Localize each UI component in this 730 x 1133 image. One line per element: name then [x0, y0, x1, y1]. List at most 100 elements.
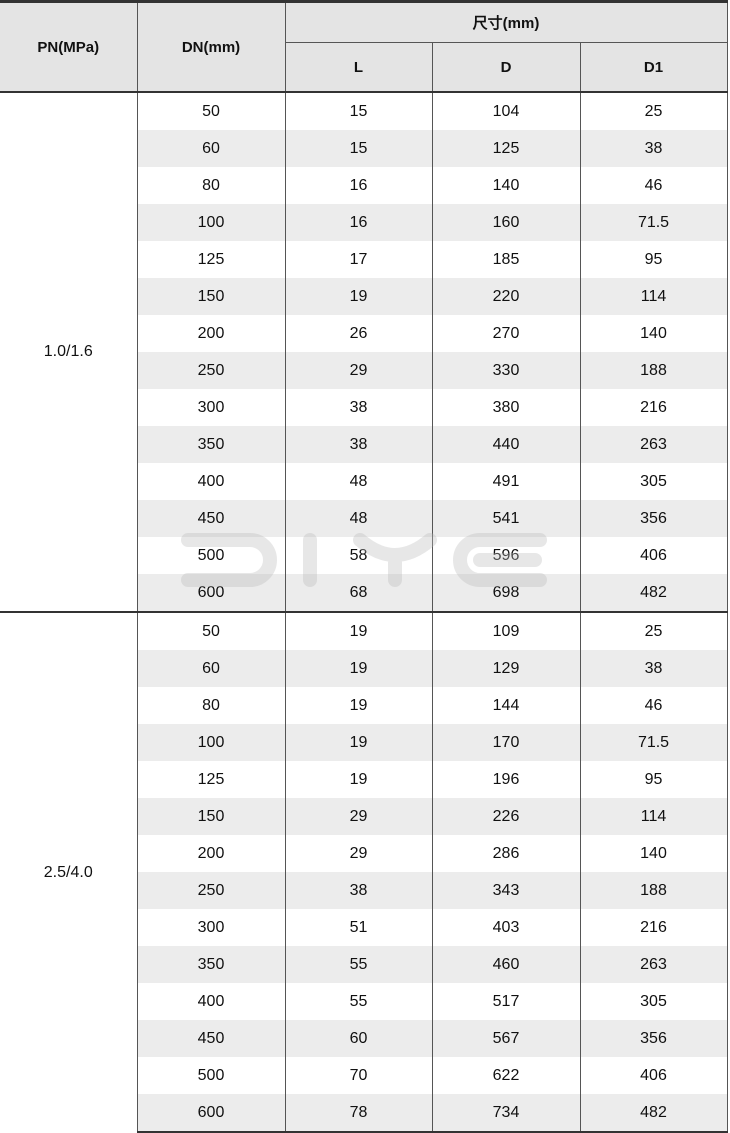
l-cell: 15 — [285, 130, 433, 167]
l-cell: 55 — [285, 946, 433, 983]
d1-cell: 263 — [580, 426, 728, 463]
d-cell: 226 — [432, 798, 581, 835]
table-row: 80 19 144 46 — [0, 687, 728, 724]
dn-cell: 60 — [137, 650, 286, 687]
d-cell: 144 — [432, 687, 581, 724]
dn-cell: 450 — [137, 500, 286, 537]
d1-cell: 25 — [580, 611, 728, 650]
l-cell: 51 — [285, 909, 433, 946]
d1-cell: 71.5 — [580, 204, 728, 241]
table-row: 300 38 380 216 — [0, 389, 728, 426]
d1-cell: 188 — [580, 872, 728, 909]
table-row: 1.0/1.6 50 15 104 25 — [0, 91, 728, 612]
table-row: 350 55 460 263 — [0, 946, 728, 983]
d1-cell: 356 — [580, 500, 728, 537]
header-size-group: 尺寸(mm) — [285, 0, 728, 43]
l-cell: 19 — [285, 687, 433, 724]
header-dn: DN(mm) — [137, 0, 286, 93]
d1-cell: 95 — [580, 761, 728, 798]
table-row: 350 38 440 263 — [0, 426, 728, 463]
d-cell: 343 — [432, 872, 581, 909]
d1-cell: 356 — [580, 1020, 728, 1057]
l-cell: 58 — [285, 537, 433, 574]
l-cell: 38 — [285, 872, 433, 909]
dn-cell: 100 — [137, 204, 286, 241]
d1-cell: 216 — [580, 909, 728, 946]
l-cell: 48 — [285, 463, 433, 500]
table-row: 450 60 567 356 — [0, 1020, 728, 1057]
dn-cell: 600 — [137, 574, 286, 613]
d-cell: 622 — [432, 1057, 581, 1094]
d1-cell: 140 — [580, 315, 728, 352]
d-cell: 286 — [432, 835, 581, 872]
d-cell: 160 — [432, 204, 581, 241]
dn-cell: 350 — [137, 426, 286, 463]
dn-cell: 80 — [137, 167, 286, 204]
l-cell: 19 — [285, 650, 433, 687]
d1-cell: 38 — [580, 130, 728, 167]
header-l: L — [285, 42, 433, 93]
d1-cell: 38 — [580, 650, 728, 687]
d1-cell: 482 — [580, 1094, 728, 1133]
d1-cell: 95 — [580, 241, 728, 278]
d1-cell: 406 — [580, 1057, 728, 1094]
dn-cell: 350 — [137, 946, 286, 983]
l-cell: 16 — [285, 204, 433, 241]
l-cell: 17 — [285, 241, 433, 278]
table-row: 80 16 140 46 — [0, 167, 728, 204]
d-cell: 698 — [432, 574, 581, 613]
table-row: 250 38 343 188 — [0, 872, 728, 909]
dn-cell: 300 — [137, 909, 286, 946]
table-row: 100 19 170 71.5 — [0, 724, 728, 761]
table-row: 150 29 226 114 — [0, 798, 728, 835]
header-d1: D1 — [580, 42, 728, 93]
dn-cell: 80 — [137, 687, 286, 724]
table-row: 125 17 185 95 — [0, 241, 728, 278]
dn-cell: 450 — [137, 1020, 286, 1057]
dn-cell: 250 — [137, 352, 286, 389]
header-pn: PN(MPa) — [0, 0, 138, 93]
d1-cell: 25 — [580, 91, 728, 130]
d1-cell: 71.5 — [580, 724, 728, 761]
dn-cell: 125 — [137, 241, 286, 278]
d1-cell: 216 — [580, 389, 728, 426]
table-row: 60 15 125 38 — [0, 130, 728, 167]
d-cell: 517 — [432, 983, 581, 1020]
l-cell: 15 — [285, 91, 433, 130]
d-cell: 196 — [432, 761, 581, 798]
l-cell: 78 — [285, 1094, 433, 1133]
table-row: 250 29 330 188 — [0, 352, 728, 389]
d-cell: 440 — [432, 426, 581, 463]
dn-cell: 400 — [137, 983, 286, 1020]
table-row: 200 29 286 140 — [0, 835, 728, 872]
dn-cell: 600 — [137, 1094, 286, 1133]
d1-cell: 188 — [580, 352, 728, 389]
dn-cell: 100 — [137, 724, 286, 761]
dn-cell: 500 — [137, 537, 286, 574]
d1-cell: 482 — [580, 574, 728, 613]
table-row: 400 48 491 305 — [0, 463, 728, 500]
dn-cell: 250 — [137, 872, 286, 909]
dn-cell: 200 — [137, 835, 286, 872]
table-row: 150 19 220 114 — [0, 278, 728, 315]
dn-cell: 150 — [137, 798, 286, 835]
l-cell: 19 — [285, 611, 433, 650]
d-cell: 140 — [432, 167, 581, 204]
d-cell: 460 — [432, 946, 581, 983]
d-cell: 129 — [432, 650, 581, 687]
l-cell: 19 — [285, 724, 433, 761]
d-cell: 403 — [432, 909, 581, 946]
d-cell: 734 — [432, 1094, 581, 1133]
d-cell: 220 — [432, 278, 581, 315]
d-cell: 170 — [432, 724, 581, 761]
table-row: 60 19 129 38 — [0, 650, 728, 687]
l-cell: 38 — [285, 389, 433, 426]
l-cell: 70 — [285, 1057, 433, 1094]
dn-cell: 50 — [137, 91, 286, 130]
d-cell: 330 — [432, 352, 581, 389]
d-cell: 185 — [432, 241, 581, 278]
table-row: 125 19 196 95 — [0, 761, 728, 798]
d-cell: 125 — [432, 130, 581, 167]
header-d: D — [432, 42, 581, 93]
